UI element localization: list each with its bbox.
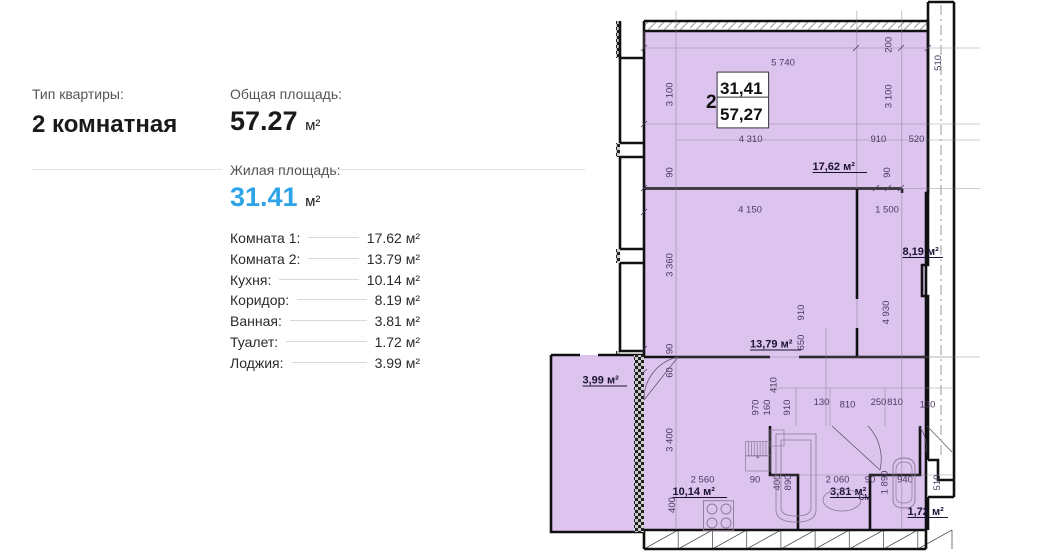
svg-text:940: 940 (897, 475, 913, 486)
svg-text:3 400: 3 400 (665, 428, 676, 452)
svg-text:970: 970 (751, 400, 762, 416)
svg-text:3,99 м²: 3,99 м² (583, 375, 620, 387)
svg-text:10,14 м²: 10,14 м² (673, 486, 716, 498)
svg-text:90: 90 (750, 475, 761, 486)
svg-text:2 560: 2 560 (691, 475, 715, 486)
svg-text:810: 810 (887, 397, 903, 408)
svg-text:520: 520 (909, 134, 925, 145)
svg-text:17,62 м²: 17,62 м² (813, 161, 856, 173)
svg-text:31,41: 31,41 (720, 79, 763, 98)
svg-text:57,27: 57,27 (720, 105, 763, 124)
svg-text:410: 410 (769, 377, 780, 393)
svg-text:400: 400 (667, 497, 678, 513)
svg-text:2 060: 2 060 (826, 475, 850, 486)
svg-text:4 930: 4 930 (881, 301, 892, 325)
svg-text:90: 90 (665, 167, 676, 178)
svg-text:1 500: 1 500 (875, 205, 899, 216)
svg-text:8,19 м²: 8,19 м² (903, 246, 940, 258)
svg-text:4 310: 4 310 (739, 134, 763, 145)
svg-text:90: 90 (865, 475, 876, 486)
svg-text:910: 910 (782, 400, 793, 416)
svg-text:200: 200 (884, 37, 895, 53)
svg-text:3 100: 3 100 (884, 84, 895, 108)
svg-text:3 100: 3 100 (664, 82, 675, 106)
svg-text:90: 90 (882, 167, 893, 178)
svg-text:1 890: 1 890 (880, 471, 891, 495)
svg-text:130: 130 (814, 397, 830, 408)
svg-text:1,72 м²: 1,72 м² (908, 506, 945, 518)
svg-text:4 150: 4 150 (738, 205, 762, 216)
svg-text:510: 510 (933, 55, 944, 71)
svg-text:90: 90 (665, 344, 676, 355)
svg-text:810: 810 (840, 400, 856, 411)
svg-text:5 740: 5 740 (771, 58, 795, 69)
svg-text:890: 890 (783, 475, 794, 491)
svg-text:650: 650 (796, 335, 807, 351)
svg-text:3 360: 3 360 (665, 253, 676, 277)
svg-text:160: 160 (762, 400, 773, 416)
svg-text:250: 250 (871, 397, 887, 408)
svg-text:130: 130 (920, 400, 936, 411)
svg-text:2: 2 (706, 92, 717, 113)
svg-text:510: 510 (932, 475, 943, 491)
svg-text:910: 910 (796, 305, 807, 321)
svg-text:910: 910 (870, 134, 886, 145)
svg-text:13,79 м²: 13,79 м² (750, 339, 793, 351)
